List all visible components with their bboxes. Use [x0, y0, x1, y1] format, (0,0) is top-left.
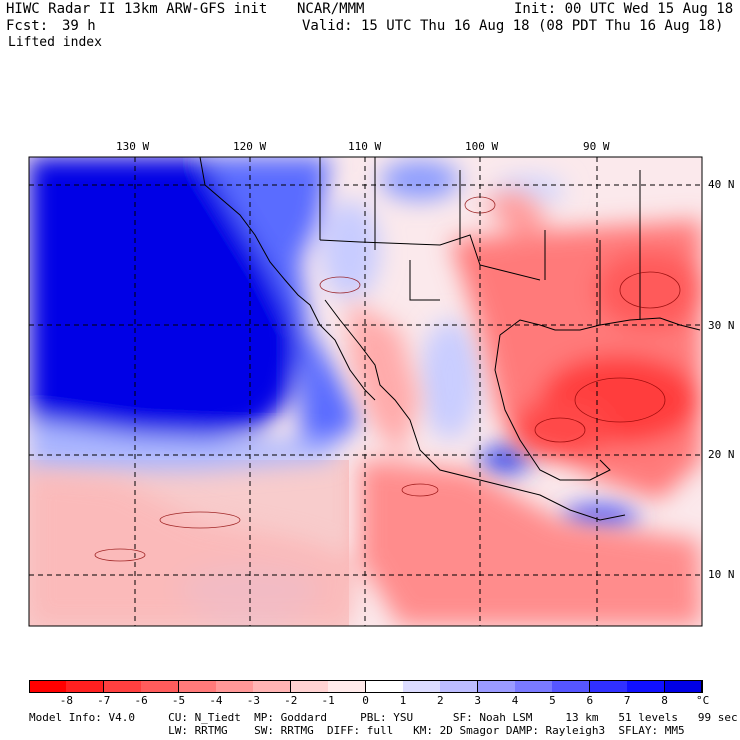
colorbar-tick-label: -7	[97, 694, 111, 707]
lon-label-90w: 90 W	[583, 140, 610, 153]
lat-label-20n: 20 N	[708, 448, 735, 461]
valid-time: Valid: 15 UTC Thu 16 Aug 18 (08 PDT Thu …	[302, 18, 724, 34]
lon-label-100w: 100 W	[465, 140, 499, 153]
colorbar-tick-label: 4	[511, 694, 519, 707]
lon-label-130w: 130 W	[116, 140, 150, 153]
coastlines	[199, 157, 701, 521]
colorbar-tick-label: -8	[59, 694, 73, 707]
colorbar-tick-label: -3	[246, 694, 260, 707]
colorbar-unit: °C	[696, 694, 710, 707]
lon-label-110w: 110 W	[348, 140, 382, 153]
colorbar-tick-label: 2	[436, 694, 444, 707]
lon-label-120w: 120 W	[233, 140, 267, 153]
ocean-stable-region	[29, 157, 638, 615]
colorbar-tick-label: 8	[661, 694, 668, 707]
colorbar-tick-label: -1	[321, 694, 335, 707]
colorbar-tick-label: 7	[623, 694, 631, 707]
forecast-label: Fcst:	[6, 18, 49, 34]
colorbar-tick-label: -2	[284, 694, 298, 707]
lat-label-10n: 10 N	[708, 568, 735, 581]
model-info-line1: Model Info: V4.0 CU: N_Tiedt MP: Goddard…	[29, 711, 738, 724]
field-name: Lifted index	[8, 35, 102, 50]
map-frame	[28, 156, 703, 627]
colorbar-frame	[29, 680, 702, 693]
lat-label-40n: 40 N	[708, 178, 735, 191]
chart-title: HIWC Radar II 13km ARW-GFS init	[6, 1, 268, 17]
graticule	[29, 157, 702, 626]
colorbar-tick-label: 0	[362, 694, 369, 707]
colorbar-tick-label: 5	[549, 694, 556, 707]
colorbar-tick-label: -6	[134, 694, 148, 707]
contours	[94, 196, 681, 562]
colorbar-tick-label: 3	[474, 694, 481, 707]
colorbar-tick-label: 6	[586, 694, 594, 707]
colorbar-tick-label: -5	[171, 694, 186, 707]
colorbar-swatch	[664, 680, 703, 693]
land-unstable-region	[29, 190, 702, 626]
forecast-value: 39 h	[62, 18, 96, 34]
lat-label-30n: 30 N	[708, 319, 735, 332]
colorbar-tick-label: 1	[399, 694, 407, 707]
colorbar-tick-label: -4	[209, 694, 223, 707]
model-info-line2: LW: RRTMG SW: RRTMG DIFF: full KM: 2D Sm…	[29, 724, 685, 737]
center-label: NCAR/MMM	[297, 1, 365, 17]
init-time: Init: 00 UTC Wed 15 Aug 18	[514, 1, 734, 17]
